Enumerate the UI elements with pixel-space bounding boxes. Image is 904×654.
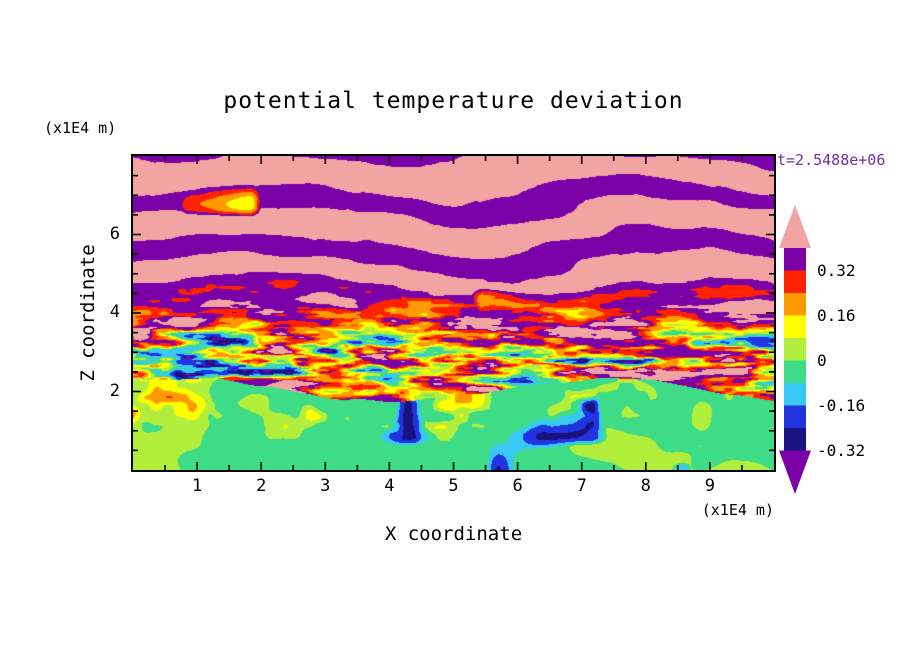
colorbar [779, 205, 811, 494]
x-tick-label: 7 [576, 476, 587, 496]
y-axis-units-label: (x1E4 m) [44, 119, 117, 137]
y-tick-label: 6 [109, 223, 120, 244]
colorbar-tick-label: 0.16 [817, 305, 856, 325]
colorbar-segment [784, 248, 806, 271]
contour-field-canvas [133, 156, 774, 470]
x-tick-label: 9 [704, 476, 716, 496]
x-tick-label: 4 [384, 476, 395, 496]
axis-ticks [133, 156, 774, 470]
x-axis-units-label: (x1E4 m) [701, 501, 774, 519]
colorbar-segment [784, 383, 806, 406]
colorbar-segment [784, 405, 806, 429]
y-tick-label: 4 [109, 302, 120, 322]
colorbar-over-arrow [779, 205, 811, 248]
colorbar-segment [784, 270, 806, 294]
colorbar-tick-label: -0.16 [817, 395, 866, 415]
y-tick-label: 2 [109, 380, 120, 401]
x-tick-label: 6 [512, 476, 523, 496]
x-tick-label: 1 [191, 476, 203, 496]
colorbar-under-arrow [779, 450, 811, 494]
x-tick-label: 5 [448, 476, 459, 496]
x-tick-label: 3 [320, 476, 331, 496]
colorbar-segment [784, 338, 806, 361]
colorbar-tick-label: 0.32 [817, 260, 856, 280]
x-tick-label: 2 [256, 476, 267, 496]
x-tick-label: 8 [640, 476, 651, 496]
colorbar-tick-label: -0.32 [817, 440, 866, 460]
colorbar-segment [784, 428, 806, 451]
time-annotation: t=2.5488e+06 [777, 151, 886, 169]
chart-title: potential temperature deviation [223, 88, 684, 114]
colorbar-segment [784, 360, 806, 384]
colorbar-segment [784, 315, 806, 339]
colorbar-tick-label: 0 [817, 350, 827, 370]
x-axis-title: X coordinate [384, 523, 523, 545]
colorbar-segment [784, 293, 806, 316]
